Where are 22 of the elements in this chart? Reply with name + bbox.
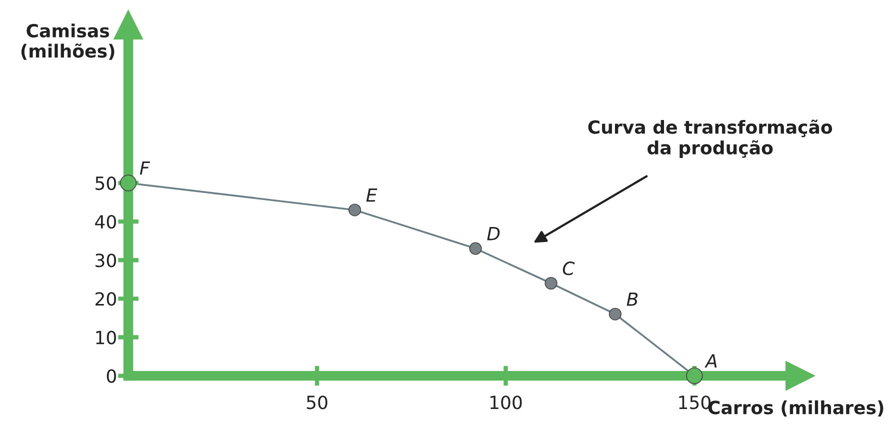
y-tick-label: 10: [96, 330, 116, 344]
annotation: D: [487, 227, 500, 240]
point: [608, 308, 622, 320]
annotation: A: [704, 354, 717, 368]
y-tick-label: 30: [96, 254, 116, 268]
point: [544, 276, 558, 290]
annotation: B: [626, 292, 638, 306]
annotation: C: [562, 262, 575, 276]
annotation: Curva de transformação da produção: [588, 120, 832, 158]
annotation: F: [140, 161, 150, 175]
y-axis-title: Camisas (milhões): [21, 24, 114, 60]
y-tick-label: 40: [95, 215, 116, 229]
y-tick-label: 50: [96, 176, 116, 190]
x-tick-label: 100: [490, 396, 522, 410]
y-tick-label: 20: [96, 292, 116, 306]
x-tick-label: 150: [679, 396, 710, 410]
point: [469, 242, 482, 255]
y-tick-label: 0: [106, 369, 116, 383]
x-axis-title: Carros (milhares): [708, 400, 884, 416]
point: [348, 204, 362, 216]
x-tick-label: 50: [306, 396, 328, 410]
annotation: E: [366, 188, 378, 202]
